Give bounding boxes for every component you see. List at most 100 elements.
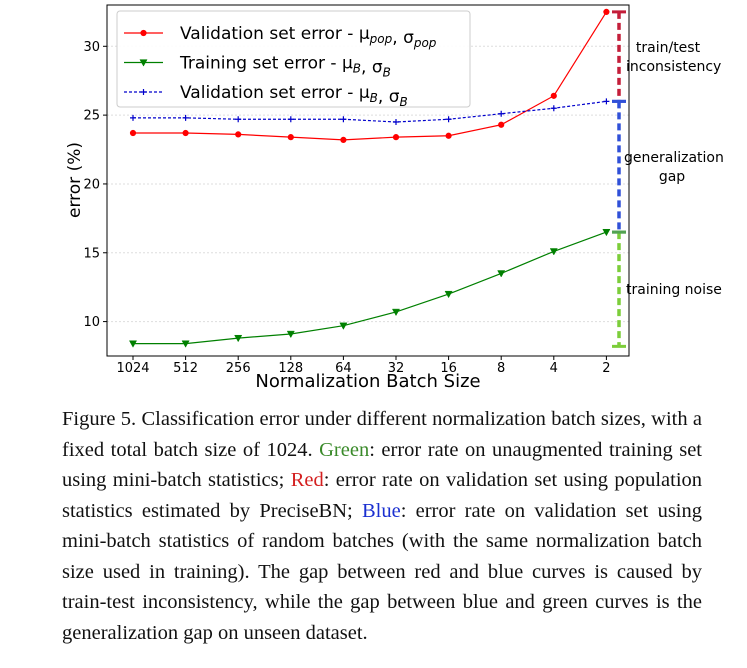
x-tick-label: 4 — [550, 361, 558, 376]
data-point — [498, 121, 505, 128]
legend-text: , — [361, 58, 372, 78]
x-tick-label: 64 — [335, 361, 352, 376]
gap-label: generalization — [624, 150, 724, 166]
data-point — [235, 131, 242, 138]
legend-text: , — [392, 28, 403, 48]
series-line — [133, 231, 607, 345]
gap-label: train/test — [636, 40, 701, 56]
caption-figure-label: Figure 5. — [62, 408, 137, 430]
series-2 — [130, 98, 610, 125]
y-tick-label: 25 — [83, 109, 100, 124]
data-point — [140, 29, 147, 37]
data-point — [139, 59, 148, 67]
x-axis-label: Normalization Batch Size — [255, 371, 480, 392]
plot-area-frame — [106, 4, 630, 357]
data-point — [549, 248, 558, 256]
gap-generalization-gap: generalization gap — [612, 99, 724, 234]
legend-subscript: B — [383, 66, 391, 80]
legend-text: σ — [403, 28, 414, 48]
caption-red-label: Red — [290, 469, 324, 491]
x-axis: 1024 512 256 128 64 32 16 8 4 2 — [116, 356, 611, 376]
caption-green-text: : error rate on unaugmented training set… — [62, 438, 702, 492]
x-tick-label: 16 — [440, 361, 457, 376]
data-point — [182, 129, 189, 137]
data-point — [286, 330, 295, 339]
gap-train-test-inconsistency: train/test inconsistency — [612, 10, 721, 103]
caption-intro: Classification error under different nor… — [62, 408, 702, 461]
data-point — [340, 136, 347, 143]
data-point — [603, 8, 610, 15]
data-point — [287, 134, 294, 141]
legend-label: Training set error - μB, σB — [179, 54, 391, 80]
y-axis-label: error (%) — [65, 142, 85, 218]
gap-label: training noise — [626, 282, 722, 298]
data-point — [445, 132, 452, 139]
data-point — [182, 114, 189, 121]
legend-entry-0: Validation set error - μpop, σpop — [124, 24, 437, 50]
caption-red-text: : error rate on validation set using pop… — [62, 469, 703, 522]
y-tick-label: 10 — [83, 315, 100, 330]
legend-text: σ — [389, 87, 400, 107]
legend-box — [116, 10, 471, 108]
data-point — [497, 270, 506, 278]
x-tick-label: 256 — [226, 361, 251, 376]
series-0 — [129, 8, 610, 143]
legend-text: Validation set error - — [180, 83, 359, 103]
gap-annotations: train/test inconsistency generalization gap… — [612, 10, 724, 348]
data-point — [339, 322, 348, 330]
x-tick-label: 512 — [173, 361, 198, 376]
legend-text: Training set error - — [179, 54, 342, 74]
series-1 — [128, 228, 611, 348]
data-point — [498, 110, 505, 117]
legend-entry-1: Training set error - μB, σB — [124, 54, 391, 80]
gap-label: gap — [659, 169, 685, 185]
data-point — [602, 228, 611, 237]
legend-subscript: pop — [369, 32, 393, 46]
legend-subscript: pop — [413, 36, 437, 50]
legend-entry-2: Validation set error - μB, σB — [124, 83, 408, 109]
data-point — [130, 114, 136, 121]
y-tick-label: 15 — [83, 246, 100, 261]
caption-green-label: Green — [319, 438, 370, 461]
y-axis: 10 15 20 25 30 — [83, 40, 107, 330]
gap-training-noise: training noise — [612, 230, 722, 348]
legend-subscript: B — [353, 62, 361, 76]
gap-label: inconsistency — [626, 59, 721, 75]
x-tick-label: 8 — [497, 361, 505, 376]
data-point — [129, 129, 137, 137]
data-point — [128, 340, 138, 348]
data-point — [603, 98, 610, 105]
data-point — [287, 116, 294, 123]
legend-subscript: B — [400, 95, 408, 109]
data-point — [235, 116, 242, 123]
series-group — [128, 8, 611, 348]
x-tick-label: 1024 — [116, 361, 149, 376]
legend-subscript: B — [370, 91, 378, 105]
data-point — [550, 105, 557, 112]
series-line — [133, 11, 607, 141]
data-point — [393, 119, 399, 125]
legend-label: Validation set error - μpop, σpop — [180, 24, 437, 50]
caption-blue-text: : error rate on validation set using min… — [62, 499, 702, 644]
x-tick-label: 128 — [278, 361, 303, 376]
caption-blue-label: Blue — [361, 499, 401, 522]
data-point — [391, 308, 401, 317]
legend-label: Validation set error - μB, σB — [180, 83, 408, 109]
legend-text: Validation set error - — [180, 24, 359, 44]
data-point — [550, 92, 557, 99]
legend: Validation set error - μpop, σpopTrainin… — [116, 10, 471, 109]
y-tick-label: 30 — [83, 40, 100, 55]
legend-text: , — [378, 87, 389, 107]
data-point — [444, 290, 453, 299]
error-chart: train/test inconsistency generalization gap… — [65, 4, 724, 392]
y-tick-label: 20 — [83, 177, 100, 192]
legend-text: σ — [372, 58, 383, 78]
legend-text: μ — [342, 54, 353, 74]
data-point — [392, 134, 400, 141]
data-point — [181, 340, 190, 348]
data-point — [234, 334, 243, 343]
legend-text: μ — [359, 24, 370, 44]
x-tick-label: 2 — [602, 361, 610, 376]
data-point — [445, 116, 452, 123]
legend-text: μ — [359, 83, 370, 103]
